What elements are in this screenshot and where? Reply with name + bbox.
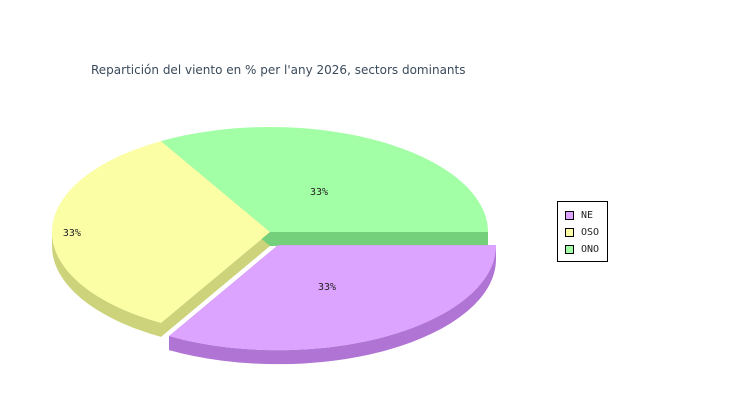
legend-label-ne: NE <box>581 210 594 221</box>
pie-label-oso: 33% <box>63 228 81 239</box>
chart-legend: NE OSO ONO <box>557 201 608 262</box>
legend-swatch-ne <box>565 211 574 220</box>
legend-item-ne: NE <box>565 207 607 224</box>
pie-slice-oso <box>52 141 270 323</box>
legend-swatch-oso <box>565 228 574 237</box>
legend-label-ono: ONO <box>581 244 600 255</box>
pie-side-ne <box>169 245 496 365</box>
pie-side-oso <box>51 232 161 337</box>
legend-item-oso: OSO <box>565 224 607 241</box>
chart-title: Repartición del viento en % per l'any 20… <box>91 63 466 77</box>
legend-swatch-ono <box>565 245 574 254</box>
pie-edge-oso-0 <box>161 232 270 337</box>
pie-label-ne: 33% <box>318 282 336 293</box>
legend-label-oso: OSO <box>581 227 600 238</box>
pie-edge-ono-1 <box>270 232 488 246</box>
legend-item-ono: ONO <box>565 241 607 258</box>
pie-slice-ono <box>161 127 488 232</box>
pie-label-ono: 33% <box>310 187 328 198</box>
pie-slice-ne <box>169 245 496 351</box>
